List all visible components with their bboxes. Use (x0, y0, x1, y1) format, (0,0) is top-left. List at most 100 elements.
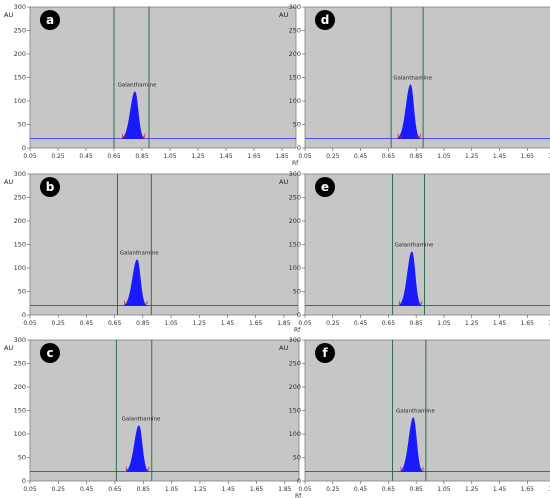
peak-label: Galanthamine (118, 83, 157, 89)
x-tick-label: 1.65 (521, 153, 535, 160)
x-tick-label: 0.25 (326, 486, 340, 493)
x-tick-label: 1.25 (191, 153, 205, 160)
x-tick-label: 1.45 (221, 320, 235, 327)
x-tick-label: 0.45 (354, 320, 368, 327)
x-tick-label: 1.65 (250, 486, 264, 493)
panel-badge (315, 177, 335, 197)
chart-panel-a: AU 0 50 100 150 200 250 300 0.05 0.25 0.45 0.65 0.85… (4, 3, 299, 167)
peak-label: Galanthamine (120, 251, 159, 257)
y-tick-label: 300 (14, 3, 26, 11)
x-tick-label: 0.25 (51, 153, 65, 160)
x-tick-label: 1.65 (521, 486, 535, 493)
peak-label: Galanthamine (122, 417, 161, 423)
y-tick-label: 250 (289, 360, 301, 368)
panel-letter: a (46, 13, 54, 27)
x-tick-label: 0.25 (52, 486, 66, 493)
x-tick-label: 1.05 (437, 486, 451, 493)
x-tick-label: 0.45 (80, 320, 94, 327)
chart-panel-b: AU 0 50 100 150 200 250 300 0.05 0.25 0.45 0.65 0.85… (4, 170, 301, 334)
x-tick-label: 0.65 (382, 153, 396, 160)
panel-letter: c (46, 346, 53, 360)
x-tick-label: 1.25 (465, 486, 479, 493)
peak-start-marker (400, 466, 404, 470)
y-tick-label: 300 (14, 336, 26, 344)
x-tick-label: 0.05 (298, 153, 312, 160)
galanthamine-peak (400, 417, 424, 472)
panel-badge (315, 10, 335, 30)
x-tick-label: 1.65 (247, 153, 261, 160)
x-tick-label: 1.65 (249, 320, 263, 327)
x-tick-label: 1.45 (493, 486, 507, 493)
x-tick-label: 1.25 (465, 320, 479, 327)
y-axis-label: AU (279, 11, 288, 19)
x-tick-label: 0.05 (23, 486, 37, 493)
x-tick-label: 0.85 (137, 486, 151, 493)
x-tick-label: 0.65 (108, 320, 122, 327)
peak-end-marker (141, 133, 146, 137)
x-tick-label: 1.05 (437, 153, 451, 160)
x-tick-label: 1.85 (548, 153, 550, 160)
x-tick-label: 1.85 (548, 486, 550, 493)
panel-badge (40, 10, 60, 30)
y-tick-label: 100 (14, 97, 26, 105)
peak-end-marker (418, 300, 423, 304)
chart-panel-d: AU 0 50 100 150 200 250 300 0.05 0.25 0.45 0.65 0.85… (279, 3, 550, 160)
chart-panel-c: AU 0 50 100 150 200 250 300 0.05 0.25 0.45 0.65 0.85… (4, 336, 302, 498)
x-tick-label: 1.25 (465, 153, 479, 160)
y-tick-label: 200 (14, 383, 26, 391)
x-tick-label: 1.85 (548, 320, 550, 327)
x-tick-label: 1.85 (275, 153, 289, 160)
panel-badge (40, 343, 60, 363)
x-tick-label: 1.85 (277, 320, 291, 327)
x-tick-label: 1.45 (493, 320, 507, 327)
x-tick-label: 0.45 (354, 486, 368, 493)
y-tick-label: 250 (14, 27, 26, 35)
y-tick-label: 250 (289, 194, 301, 202)
x-tick-label: 1.05 (164, 320, 178, 327)
x-tick-label: 0.85 (409, 320, 423, 327)
x-tick-label: 0.45 (80, 486, 94, 493)
y-axis-label: AU (279, 178, 288, 186)
x-tick-label: 0.05 (298, 486, 312, 493)
peak-end-marker (144, 300, 148, 304)
peak-start-marker (124, 300, 128, 304)
x-tick-label: 0.25 (52, 320, 66, 327)
y-tick-label: 0 (297, 311, 301, 319)
y-tick-label: 0 (297, 144, 301, 152)
x-tick-label: 1.25 (193, 486, 207, 493)
x-tick-label: 1.05 (165, 486, 179, 493)
y-tick-label: 200 (14, 217, 26, 225)
x-tick-label: 0.85 (409, 153, 423, 160)
x-tick-label: 1.45 (222, 486, 236, 493)
x-tick-label: 0.25 (326, 320, 340, 327)
x-tick-label: 0.65 (382, 320, 396, 327)
panel-letter: b (46, 180, 55, 194)
y-tick-label: 50 (293, 454, 301, 462)
y-tick-label: 100 (14, 430, 26, 438)
peak-start-marker (399, 300, 403, 304)
y-tick-label: 100 (14, 264, 26, 272)
x-tick-label: 1.05 (437, 320, 451, 327)
y-tick-label: 50 (18, 454, 26, 462)
plot-area (29, 6, 297, 149)
x-tick-label: 1.25 (193, 320, 207, 327)
y-tick-label: 150 (14, 407, 26, 415)
x-tick-label: 0.65 (107, 153, 121, 160)
y-tick-label: 300 (289, 336, 301, 344)
panel-badge (40, 177, 60, 197)
x-tick-label: 1.05 (163, 153, 177, 160)
x-tick-label: 0.45 (79, 153, 93, 160)
y-tick-label: 300 (14, 170, 26, 178)
chart-panel-f: AU 0 50 100 150 200 250 300 0.05 0.25 0.45 0.65 0.85… (279, 336, 550, 493)
y-axis-label: AU (279, 344, 288, 352)
y-tick-label: 50 (18, 121, 26, 129)
y-tick-label: 300 (289, 3, 301, 11)
y-tick-label: 0 (22, 311, 26, 319)
x-axis-label: Rf (295, 493, 302, 498)
y-tick-label: 50 (18, 288, 26, 296)
y-tick-label: 50 (293, 121, 301, 129)
x-tick-label: 0.05 (298, 320, 312, 327)
x-tick-label: 1.45 (219, 153, 233, 160)
galanthamine-peak (126, 425, 150, 472)
